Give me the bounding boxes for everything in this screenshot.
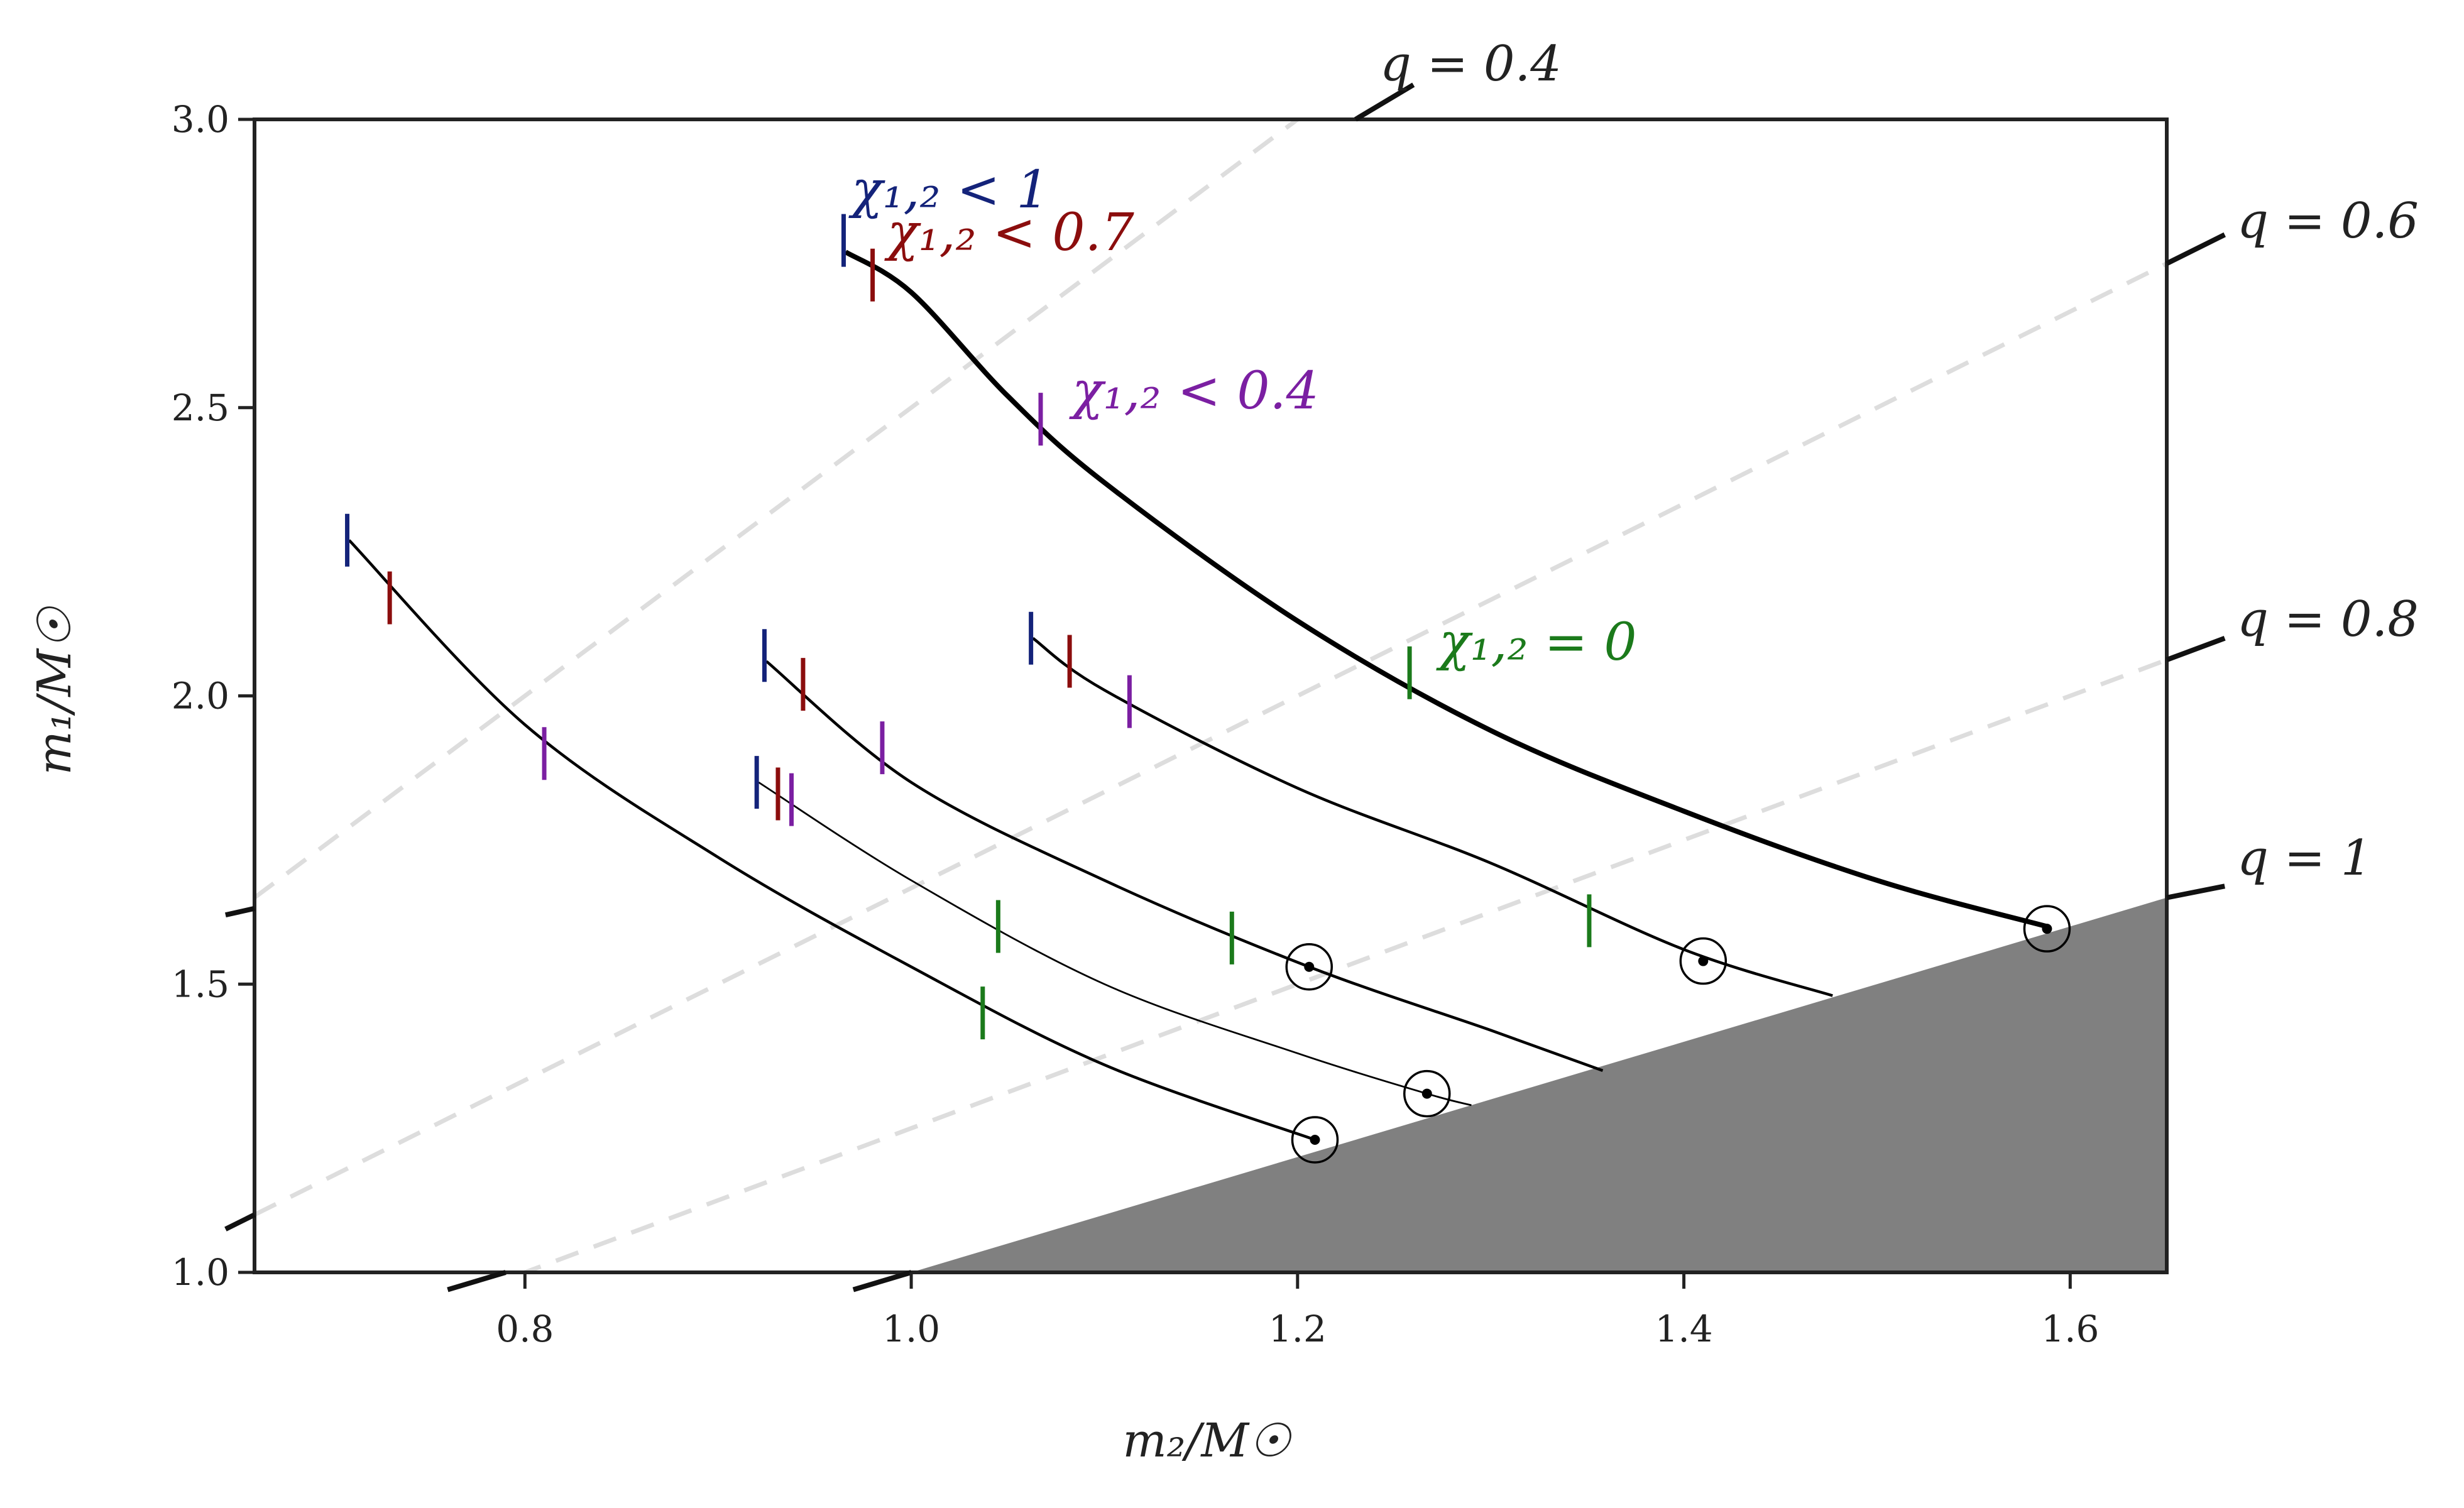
q-label-1: q = 1 — [2237, 830, 2372, 887]
q-line-stub-1-0 — [852, 1270, 912, 1292]
forbidden-region-layer — [911, 897, 2167, 1272]
q-line-stub-1-1 — [2166, 883, 2225, 900]
x-axis-label: m₂/M☉ — [1123, 1414, 1293, 1468]
y-tick-label-1-0: 1.0 — [172, 1251, 229, 1294]
endpoint-ring-4 — [1291, 1116, 1339, 1164]
q-line-0-6 — [255, 261, 2167, 1217]
q-label-0-4: q = 0.4 — [1380, 36, 1562, 92]
x-axis-ticks: 0.8 1.0 1.2 1.4 1.6 — [496, 1272, 2099, 1350]
chirp-curve-3 — [758, 781, 1472, 1106]
chirp-curve-0 — [844, 249, 2048, 929]
endpoint-ring-1 — [1679, 937, 1728, 985]
q-line-stub-0-6-0 — [224, 1212, 256, 1232]
forbidden-region — [911, 897, 2167, 1272]
y-axis-label: m₁/M☉ — [28, 606, 82, 775]
q-line-0-4 — [255, 119, 1301, 900]
q-line-stub-0-4-1 — [1354, 82, 1415, 122]
annotation-spin-0: χ₁,₂ = 0 — [1436, 613, 1637, 672]
q-line-stubs — [224, 82, 2226, 1292]
chirp-curve-1 — [1032, 637, 1833, 997]
annotation-spin-0-4: χ₁,₂ < 0.4 — [1069, 361, 1319, 421]
x-tick-label-1-6: 1.6 — [2041, 1308, 2099, 1350]
q-label-0-6: q = 0.6 — [2237, 193, 2419, 249]
q-lines — [255, 119, 2167, 1272]
endpoint-dot-2 — [1304, 961, 1315, 972]
y-axis-ticks: 1.0 1.5 2.0 2.5 3.0 — [172, 98, 255, 1294]
chirp-curve-2 — [765, 660, 1604, 1072]
q-line-stub-0-4-0 — [447, 1270, 506, 1292]
x-tick-label-0-8: 0.8 — [496, 1308, 554, 1350]
q-line-stub-0-8-0 — [225, 905, 255, 918]
q-line-stub-0-6-1 — [2166, 232, 2226, 266]
endpoint-dot-1 — [1698, 956, 1709, 966]
q-line-0-8 — [518, 657, 2167, 1272]
chirp-curves — [345, 214, 2071, 1164]
y-tick-label-2-5: 2.5 — [172, 386, 229, 429]
endpoint-dot-0 — [2042, 924, 2052, 934]
q-label-0-8: q = 0.8 — [2237, 591, 2419, 648]
chirp-curve-4 — [348, 539, 1316, 1142]
q-line-stub-0-8-1 — [2166, 636, 2226, 662]
x-tick-label-1-4: 1.4 — [1655, 1308, 1712, 1350]
endpoint-ring-3 — [1403, 1069, 1451, 1118]
annotation-spin-1: χ₁,₂ < 1 — [848, 160, 1049, 220]
endpoint-ring-0 — [2023, 905, 2071, 953]
x-tick-label-1-0: 1.0 — [882, 1308, 940, 1350]
y-tick-label-2-0: 2.0 — [172, 675, 229, 718]
endpoint-dot-3 — [1421, 1088, 1432, 1099]
x-tick-label-1-2: 1.2 — [1269, 1308, 1327, 1350]
y-tick-label-3-0: 3.0 — [172, 98, 229, 141]
annotation-spin-0-7: χ₁,₂ < 0.7 — [884, 203, 1135, 263]
endpoint-dot-4 — [1310, 1134, 1320, 1145]
endpoint-ring-2 — [1285, 942, 1333, 991]
y-tick-label-1-5: 1.5 — [172, 963, 229, 1005]
